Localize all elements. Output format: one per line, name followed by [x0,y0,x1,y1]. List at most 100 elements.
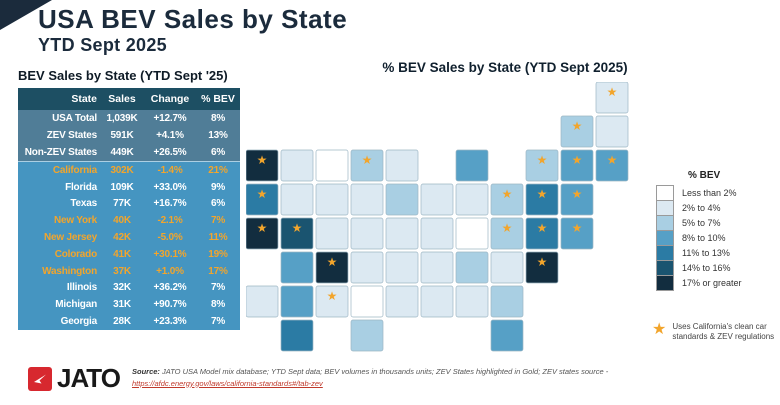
legend-label: 5% to 7% [682,218,721,228]
table-cell: 77K [113,198,131,210]
table-cell: 42K [113,232,131,244]
source-link[interactable]: https://afdc.energy.gov/laws/california-… [132,378,323,388]
table-cell: New Jersey [43,232,97,244]
table-cell: Washington [42,265,97,277]
state-tile-PA [490,183,524,216]
table-row: Non-ZEV States 449K +26.5% 6% [18,144,240,161]
legend-item: Less than 2% [656,185,780,201]
legend-items: Less than 2% 2% to 4% 5% to 7% 8% to 10% 11%… [656,185,780,291]
state-tile-LA [385,285,419,318]
legend-label: Less than 2% [682,188,737,198]
legend-swatch [656,275,674,291]
table-cell: 8% [210,113,226,124]
zev-star-DE: ★ [572,221,583,235]
table-cell: +23.3% [153,316,187,328]
table-cell: 31K [113,299,131,311]
table-cell: 28K [113,316,131,328]
table-cell: 9% [210,181,226,193]
legend-swatch [656,260,674,276]
legend-swatch [656,215,674,231]
corner-accent [0,0,52,30]
zev-star-NM: ★ [327,289,338,303]
zev-star-NY: ★ [537,153,548,167]
table-row: New York 40K -2.1% 7% [18,212,240,230]
state-tile-OK [350,285,384,318]
state-tile-ID [280,183,314,216]
table-cell: 11% [208,232,228,244]
state-tile-NJ [525,183,559,216]
legend-item: 11% to 13% [656,245,780,261]
zev-star-MN: ★ [362,153,373,167]
state-tile-NC [455,251,489,284]
legend-swatch [656,230,674,246]
state-tile-OR [246,183,279,216]
state-tile-WV [455,217,489,250]
zev-star-WA: ★ [257,153,268,167]
us-map: ★ ★ ★ ★ ★ ★ ★ ★ ★ ★ ★ ★ ★ ★ ★ ★ ★ ★ ★ [246,82,629,352]
table-cell: 1,039K [106,113,138,124]
table-row: USA Total 1,039K +12.7% 8% [18,110,240,127]
state-tile-VA [490,217,524,250]
state-tile-OH [455,183,489,216]
table-cell: 7% [210,316,226,328]
table-row: ZEV States 591K +4.1% 13% [18,127,240,144]
state-tile-SC [490,251,524,284]
table-row: Washington 37K +1.0% 17% [18,262,240,280]
table-cell: 40K [113,215,131,227]
zev-star-MA: ★ [572,153,583,167]
state-tile-KY [420,217,454,250]
legend-swatch [656,245,674,261]
state-tile-NV [280,217,314,250]
state-tile-FL [490,319,524,352]
table-cell: Florida [65,181,97,193]
zev-star-VA: ★ [502,221,513,235]
legend-item: 8% to 10% [656,230,780,246]
table-cell: Michigan [55,299,97,311]
state-tile-MA [560,149,594,182]
legend-swatch [656,200,674,216]
table-cell: +26.5% [153,147,187,158]
table-title: BEV Sales by State (YTD Sept '25) [18,68,228,83]
col-header-bev: % BEV [201,93,235,105]
legend-item: 14% to 16% [656,260,780,276]
state-tile-IN [420,183,454,216]
source-text: JATO USA Model mix database; YTD Sept da… [159,367,609,376]
zev-star-PA: ★ [502,187,513,201]
table-cell: 6% [210,147,226,158]
zev-star-OR: ★ [257,187,268,201]
star-icon: ★ [652,321,667,338]
table-cell: New York [53,215,97,227]
legend-label: 11% to 13% [682,248,730,258]
table-row: Michigan 31K +90.7% 8% [18,296,240,314]
table-cell: 37K [113,265,131,277]
legend-label: 2% to 4% [682,203,721,213]
table-cell: +33.0% [153,181,187,193]
state-tile-UT [280,251,314,284]
legend-item: 5% to 7% [656,215,780,231]
state-tile-TN [420,251,454,284]
table-cell: 7% [210,215,226,227]
state-tile-WA [246,149,279,182]
state-tile-NY [525,149,559,182]
table-row: New Jersey 42K -5.0% 11% [18,229,240,246]
zev-star-MD: ★ [537,221,548,235]
table-row: Florida 109K +33.0% 9% [18,178,240,196]
table-cell: ZEV States [46,130,97,141]
state-tile-MT [280,149,314,182]
state-tile-NH [595,115,629,148]
legend-title: % BEV [688,170,721,181]
table-cell: +16.7% [153,198,187,210]
zev-star-note: ★ Uses California's clean car standards … [652,322,780,343]
legend-label: 14% to 16% [682,263,731,273]
state-tile-MD [525,217,559,250]
col-header-state: State [71,93,97,105]
state-tile-CO [315,251,349,284]
state-tile-IA [350,183,384,216]
zev-star-NJ: ★ [537,187,548,201]
state-tile-GA [490,285,524,318]
jato-logo: JATO [28,363,121,394]
state-tile-ME [595,82,629,114]
table-row: Illinois 32K +36.2% 7% [18,279,240,297]
table-cell: USA Total [52,113,97,124]
